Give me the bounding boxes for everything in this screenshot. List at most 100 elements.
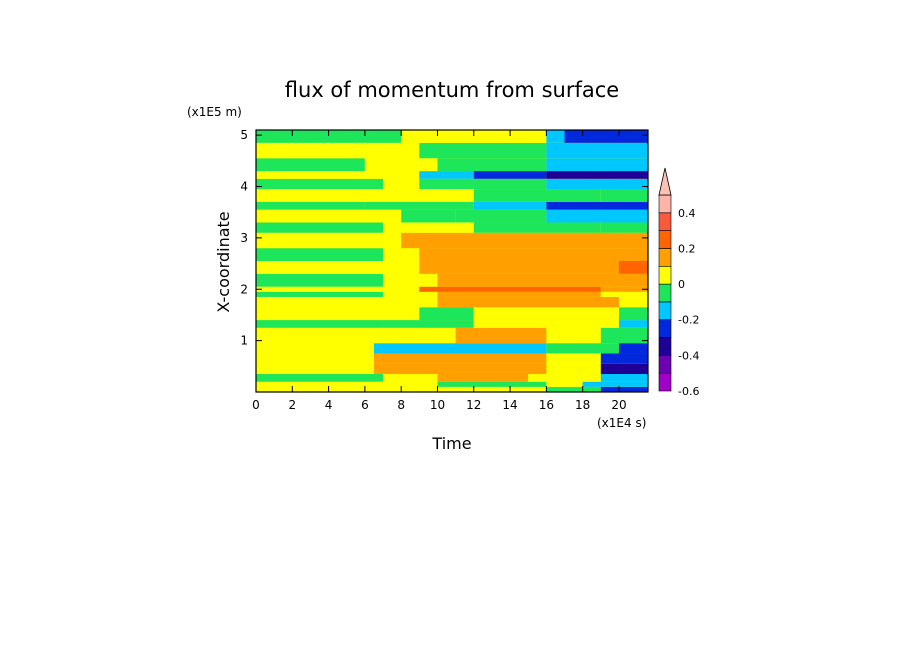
contour-region xyxy=(256,248,384,261)
contour-region xyxy=(419,178,547,190)
colorbar-swatch xyxy=(658,355,672,374)
contour-region xyxy=(600,222,648,233)
contour-region xyxy=(256,232,402,249)
y-axis-label: X-coordinate xyxy=(214,211,233,312)
x-tick-label: 16 xyxy=(539,398,554,412)
contour-region xyxy=(383,327,456,344)
colorbar-swatch xyxy=(658,230,672,249)
x-axis-ticks: 0 2 4 6 8 10 12 14 16 18 20 xyxy=(252,130,627,412)
contour-region xyxy=(256,286,420,292)
colorbar-tick-label: -0.2 xyxy=(678,314,699,327)
contour-region xyxy=(419,248,619,261)
contour-region xyxy=(600,327,648,344)
contour-region xyxy=(256,353,374,364)
contour-region xyxy=(618,232,648,249)
contour-region xyxy=(419,307,474,321)
contour-region xyxy=(437,296,619,308)
x-tick-label: 4 xyxy=(325,398,333,412)
colorbar-swatch xyxy=(658,265,672,285)
colorbar-tick-label: -0.4 xyxy=(678,349,699,362)
colorbar-tick-label: 0 xyxy=(678,278,685,291)
contour-region xyxy=(256,386,384,392)
colorbar-swatch xyxy=(658,319,672,338)
contour-region xyxy=(546,386,601,392)
contour-region xyxy=(618,320,648,328)
contour-region xyxy=(256,296,420,308)
contour-region xyxy=(618,296,648,308)
colorbar-tick-label: 0.4 xyxy=(678,207,696,220)
contour-region xyxy=(256,343,374,354)
contour-region xyxy=(455,209,547,223)
contour-region xyxy=(373,142,420,159)
contour-region xyxy=(256,320,384,328)
contour-region xyxy=(401,232,619,249)
contour-region xyxy=(419,171,474,179)
contour-region xyxy=(383,374,438,382)
contour-region xyxy=(419,296,438,308)
contour-region xyxy=(455,327,547,344)
y-tick-label: 4 xyxy=(240,180,248,194)
contour-region xyxy=(437,273,619,287)
contour-region xyxy=(256,327,384,344)
contour-region xyxy=(256,363,374,375)
contour-region xyxy=(546,381,583,387)
contour-region xyxy=(618,248,648,261)
contour-region xyxy=(256,209,402,223)
colorbar-swatch xyxy=(658,283,672,303)
x-tick-label: 18 xyxy=(575,398,590,412)
contour-region xyxy=(600,286,648,292)
contour-region xyxy=(618,261,648,274)
contour-region xyxy=(618,273,648,287)
contour-region xyxy=(256,158,365,172)
contour-region xyxy=(546,363,601,375)
contour-region xyxy=(419,286,601,292)
contour-region xyxy=(401,209,456,223)
contour-region xyxy=(373,363,547,375)
contour-region xyxy=(546,178,648,190)
x-tick-label: 2 xyxy=(288,398,296,412)
contour-region xyxy=(383,222,474,233)
x-axis-label: Time xyxy=(431,434,471,453)
contour-region xyxy=(528,374,601,382)
y-tick-label: 1 xyxy=(240,334,248,348)
colorbar-swatch xyxy=(658,337,672,356)
contour-region xyxy=(364,158,438,172)
contour-region xyxy=(383,386,547,392)
contour-region xyxy=(473,222,601,233)
x-tick-label: 6 xyxy=(361,398,369,412)
contour-region xyxy=(582,381,648,387)
contour-region xyxy=(473,201,547,210)
contour-region xyxy=(364,201,474,210)
contour-region xyxy=(546,353,601,364)
chart-title: flux of momentum from surface xyxy=(285,78,619,102)
contour-region xyxy=(437,353,547,364)
colorbar-swatch xyxy=(658,248,672,267)
contour-region xyxy=(546,327,601,344)
colorbar-swatch xyxy=(658,212,672,231)
contour-region xyxy=(546,158,648,172)
contour-region xyxy=(256,222,384,233)
contour-region xyxy=(600,386,648,392)
x-tick-label: 0 xyxy=(252,398,260,412)
colorbar: -0.6 -0.4 -0.2 0 0.2 0.4 xyxy=(658,167,699,398)
contour-region xyxy=(373,343,547,354)
contour-region xyxy=(473,320,619,328)
y-axis-ticks: 1 2 3 4 5 xyxy=(240,128,648,348)
contour-region xyxy=(256,171,420,179)
contour-region xyxy=(401,189,474,202)
contour-region xyxy=(564,130,648,143)
y-tick-label: 3 xyxy=(240,231,248,245)
contour-plot-area xyxy=(255,129,649,393)
contour-region xyxy=(437,291,601,297)
contour-region xyxy=(419,142,547,159)
contour-region xyxy=(256,291,384,297)
plot-frame xyxy=(255,129,649,393)
x-tick-label: 10 xyxy=(430,398,445,412)
colorbar-tick-label: -0.6 xyxy=(678,385,699,398)
contour-region xyxy=(546,209,648,223)
contour-region xyxy=(256,273,384,287)
contour-region xyxy=(437,158,547,172)
colorbar-tick-label: 0.2 xyxy=(678,242,696,255)
contour-region xyxy=(383,248,420,261)
contour-region xyxy=(546,142,648,159)
